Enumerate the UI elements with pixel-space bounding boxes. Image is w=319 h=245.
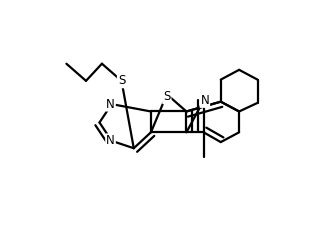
Text: S: S [163, 90, 171, 103]
Text: S: S [118, 74, 125, 87]
Text: N: N [106, 134, 115, 147]
Text: N: N [200, 94, 209, 107]
Text: N: N [106, 98, 115, 111]
